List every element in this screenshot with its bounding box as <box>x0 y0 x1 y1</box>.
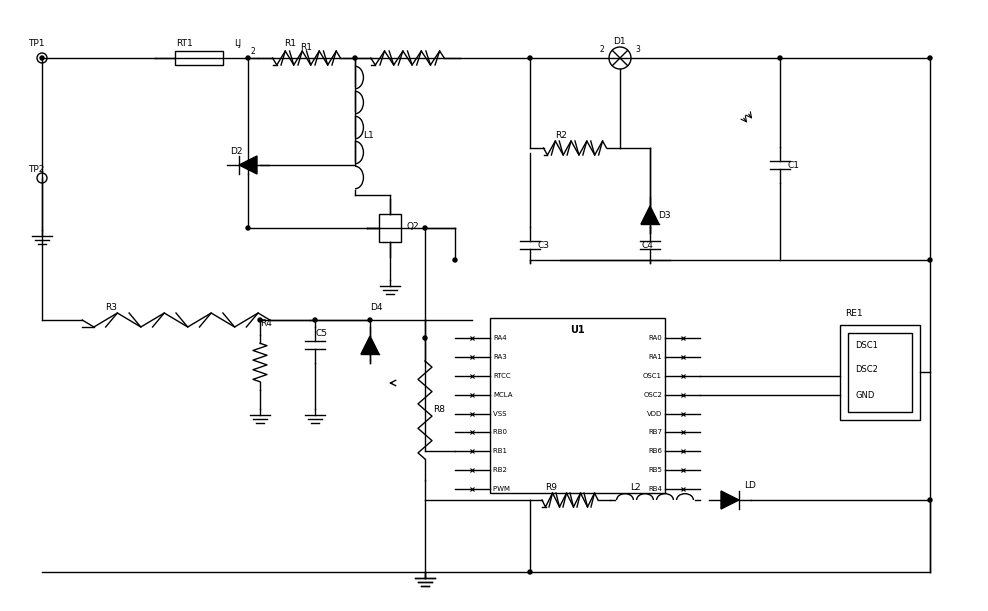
Circle shape <box>423 336 427 340</box>
Text: R3: R3 <box>105 304 117 312</box>
Text: RA3: RA3 <box>493 354 507 360</box>
Text: RB4: RB4 <box>648 486 662 492</box>
Text: 2: 2 <box>600 45 605 54</box>
Text: PWM: PWM <box>493 486 512 492</box>
Text: L2: L2 <box>630 483 640 492</box>
Polygon shape <box>239 156 257 174</box>
Text: TP1: TP1 <box>28 40 44 48</box>
Text: LJ: LJ <box>234 40 241 48</box>
Circle shape <box>928 498 932 502</box>
Bar <box>848 333 912 412</box>
Text: DSC2: DSC2 <box>855 365 878 375</box>
Text: RA4: RA4 <box>493 335 507 341</box>
Circle shape <box>423 226 427 230</box>
Text: RB5: RB5 <box>648 467 662 473</box>
Text: C5: C5 <box>315 329 327 337</box>
Circle shape <box>368 318 372 322</box>
Text: RB0: RB0 <box>493 430 509 436</box>
Text: RE1: RE1 <box>845 309 863 318</box>
Text: C3: C3 <box>538 241 550 249</box>
Bar <box>490 318 665 493</box>
Text: D4: D4 <box>370 302 382 312</box>
Bar <box>175 51 223 65</box>
Bar <box>379 214 401 242</box>
Circle shape <box>353 56 357 60</box>
Circle shape <box>528 570 532 574</box>
Text: RB2: RB2 <box>493 467 509 473</box>
Text: OSC2: OSC2 <box>643 392 662 398</box>
Text: VSS: VSS <box>493 411 509 417</box>
Polygon shape <box>641 206 659 224</box>
Text: GND: GND <box>855 390 874 400</box>
Text: C1: C1 <box>788 161 800 169</box>
Circle shape <box>246 56 250 60</box>
Text: R9: R9 <box>545 483 557 492</box>
Text: RB1: RB1 <box>493 448 509 454</box>
Bar <box>840 325 920 420</box>
Circle shape <box>928 258 932 262</box>
Circle shape <box>528 56 532 60</box>
Text: R4: R4 <box>260 318 272 327</box>
Text: R8: R8 <box>433 406 445 414</box>
Text: D2: D2 <box>230 147 242 156</box>
Circle shape <box>778 56 782 60</box>
Circle shape <box>37 53 47 63</box>
Text: R2: R2 <box>555 131 567 141</box>
Polygon shape <box>361 336 379 354</box>
Text: RB6: RB6 <box>648 448 662 454</box>
Text: RT1: RT1 <box>176 40 193 48</box>
Circle shape <box>258 318 262 322</box>
Text: Q2: Q2 <box>406 222 419 230</box>
Circle shape <box>37 173 47 183</box>
Polygon shape <box>721 491 739 509</box>
Text: L1: L1 <box>363 131 373 139</box>
Text: D3: D3 <box>658 211 671 219</box>
Circle shape <box>40 56 44 60</box>
Text: VDD: VDD <box>647 411 662 417</box>
Text: RA1: RA1 <box>648 354 662 360</box>
Text: U1: U1 <box>570 325 584 335</box>
Text: R1: R1 <box>284 40 296 48</box>
Text: TP2: TP2 <box>28 166 44 175</box>
Circle shape <box>928 56 932 60</box>
Circle shape <box>313 318 317 322</box>
Text: C4: C4 <box>642 241 654 249</box>
Text: D1: D1 <box>613 37 625 46</box>
Text: R1: R1 <box>300 43 312 53</box>
Text: RA0: RA0 <box>648 335 662 341</box>
Circle shape <box>246 226 250 230</box>
Text: DSC1: DSC1 <box>855 340 878 349</box>
Text: RB7: RB7 <box>648 430 662 436</box>
Text: RTCC: RTCC <box>493 373 511 379</box>
Text: 3: 3 <box>635 45 640 54</box>
Text: LD: LD <box>744 481 756 491</box>
Text: OSC1: OSC1 <box>643 373 662 379</box>
Circle shape <box>609 47 631 69</box>
Text: 2: 2 <box>250 48 255 56</box>
Text: MCLA: MCLA <box>493 392 513 398</box>
Circle shape <box>453 258 457 262</box>
